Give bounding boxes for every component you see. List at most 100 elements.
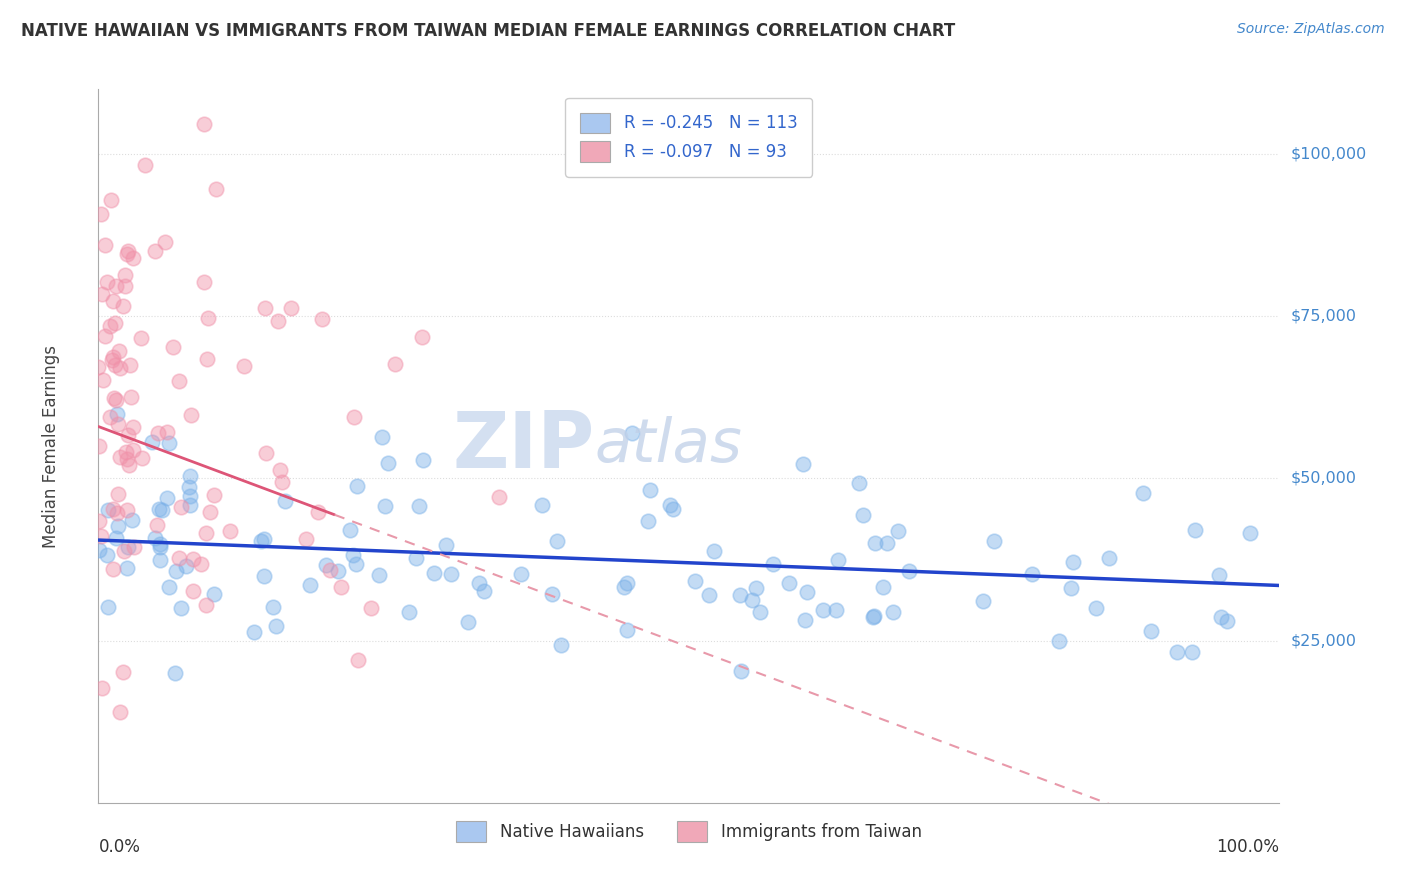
Point	[616, 576, 638, 591]
Text: $25,000: $25,000	[1291, 633, 1357, 648]
Point	[117, 244, 139, 258]
Point	[342, 549, 364, 563]
Point	[1139, 624, 1161, 638]
Point	[107, 487, 129, 501]
Point	[120, 390, 142, 404]
Point	[112, 299, 135, 313]
Point	[97, 503, 120, 517]
Point	[983, 533, 1005, 548]
Point	[165, 565, 187, 579]
Point	[488, 490, 510, 504]
Point	[101, 350, 124, 364]
Point	[219, 524, 242, 539]
Point	[728, 588, 751, 602]
Point	[1181, 645, 1204, 659]
Text: $75,000: $75,000	[1291, 309, 1357, 324]
Point	[202, 587, 225, 601]
Point	[89, 439, 111, 453]
Point	[114, 278, 136, 293]
Point	[280, 301, 302, 316]
Point	[741, 593, 763, 607]
Point	[659, 499, 682, 513]
Point	[148, 502, 170, 516]
Point	[886, 524, 908, 538]
Point	[104, 393, 127, 408]
Point	[328, 564, 350, 578]
Point	[163, 666, 186, 681]
Point	[118, 358, 141, 372]
Text: atlas: atlas	[595, 417, 742, 475]
Point	[422, 566, 444, 580]
Point	[98, 410, 121, 425]
Point	[112, 544, 135, 558]
Point	[319, 563, 342, 577]
Point	[104, 358, 127, 372]
Point	[174, 558, 197, 573]
Point	[683, 574, 706, 588]
Point	[778, 575, 800, 590]
Text: Median Female Earnings: Median Female Earnings	[42, 344, 60, 548]
Point	[129, 331, 152, 345]
Point	[793, 613, 815, 627]
Point	[457, 615, 479, 629]
Point	[117, 540, 139, 554]
Point	[90, 207, 112, 221]
Point	[882, 605, 904, 619]
Point	[96, 275, 118, 289]
Point	[115, 452, 138, 467]
Point	[434, 538, 457, 552]
Point	[157, 580, 180, 594]
Point	[100, 193, 122, 207]
Point	[1060, 581, 1083, 595]
Point	[346, 557, 368, 571]
Point	[472, 583, 495, 598]
Point	[90, 286, 112, 301]
Point	[181, 584, 204, 599]
Point	[114, 268, 136, 282]
Point	[811, 603, 834, 617]
Point	[398, 605, 420, 619]
Point	[134, 158, 156, 172]
Point	[360, 601, 382, 615]
Point	[253, 568, 276, 582]
Point	[121, 443, 143, 458]
Point	[613, 580, 636, 594]
Point	[703, 544, 725, 558]
Point	[1085, 601, 1108, 615]
Point	[122, 251, 145, 265]
Point	[153, 235, 176, 250]
Point	[96, 548, 118, 562]
Point	[167, 374, 190, 388]
Point	[872, 580, 894, 594]
Point	[1132, 485, 1154, 500]
Point	[117, 428, 139, 442]
Point	[346, 653, 368, 667]
Point	[510, 567, 533, 582]
Point	[202, 488, 225, 502]
Point	[346, 479, 368, 493]
Point	[111, 665, 134, 679]
Point	[637, 514, 659, 528]
Point	[330, 580, 353, 594]
Point	[131, 450, 153, 465]
Point	[91, 681, 114, 695]
Point	[1021, 567, 1043, 582]
Point	[107, 417, 129, 432]
Point	[339, 523, 361, 537]
Point	[145, 518, 167, 533]
Point	[104, 531, 127, 545]
Point	[730, 664, 752, 678]
Point	[114, 445, 136, 459]
Point	[87, 515, 110, 529]
Point	[972, 594, 994, 608]
Point	[1209, 610, 1232, 624]
Point	[848, 476, 870, 491]
Text: Source: ZipAtlas.com: Source: ZipAtlas.com	[1237, 22, 1385, 37]
Point	[87, 359, 110, 374]
Point	[103, 391, 125, 405]
Point	[405, 551, 427, 566]
Point	[105, 407, 128, 421]
Point	[149, 537, 172, 551]
Point	[531, 498, 554, 512]
Point	[115, 561, 138, 575]
